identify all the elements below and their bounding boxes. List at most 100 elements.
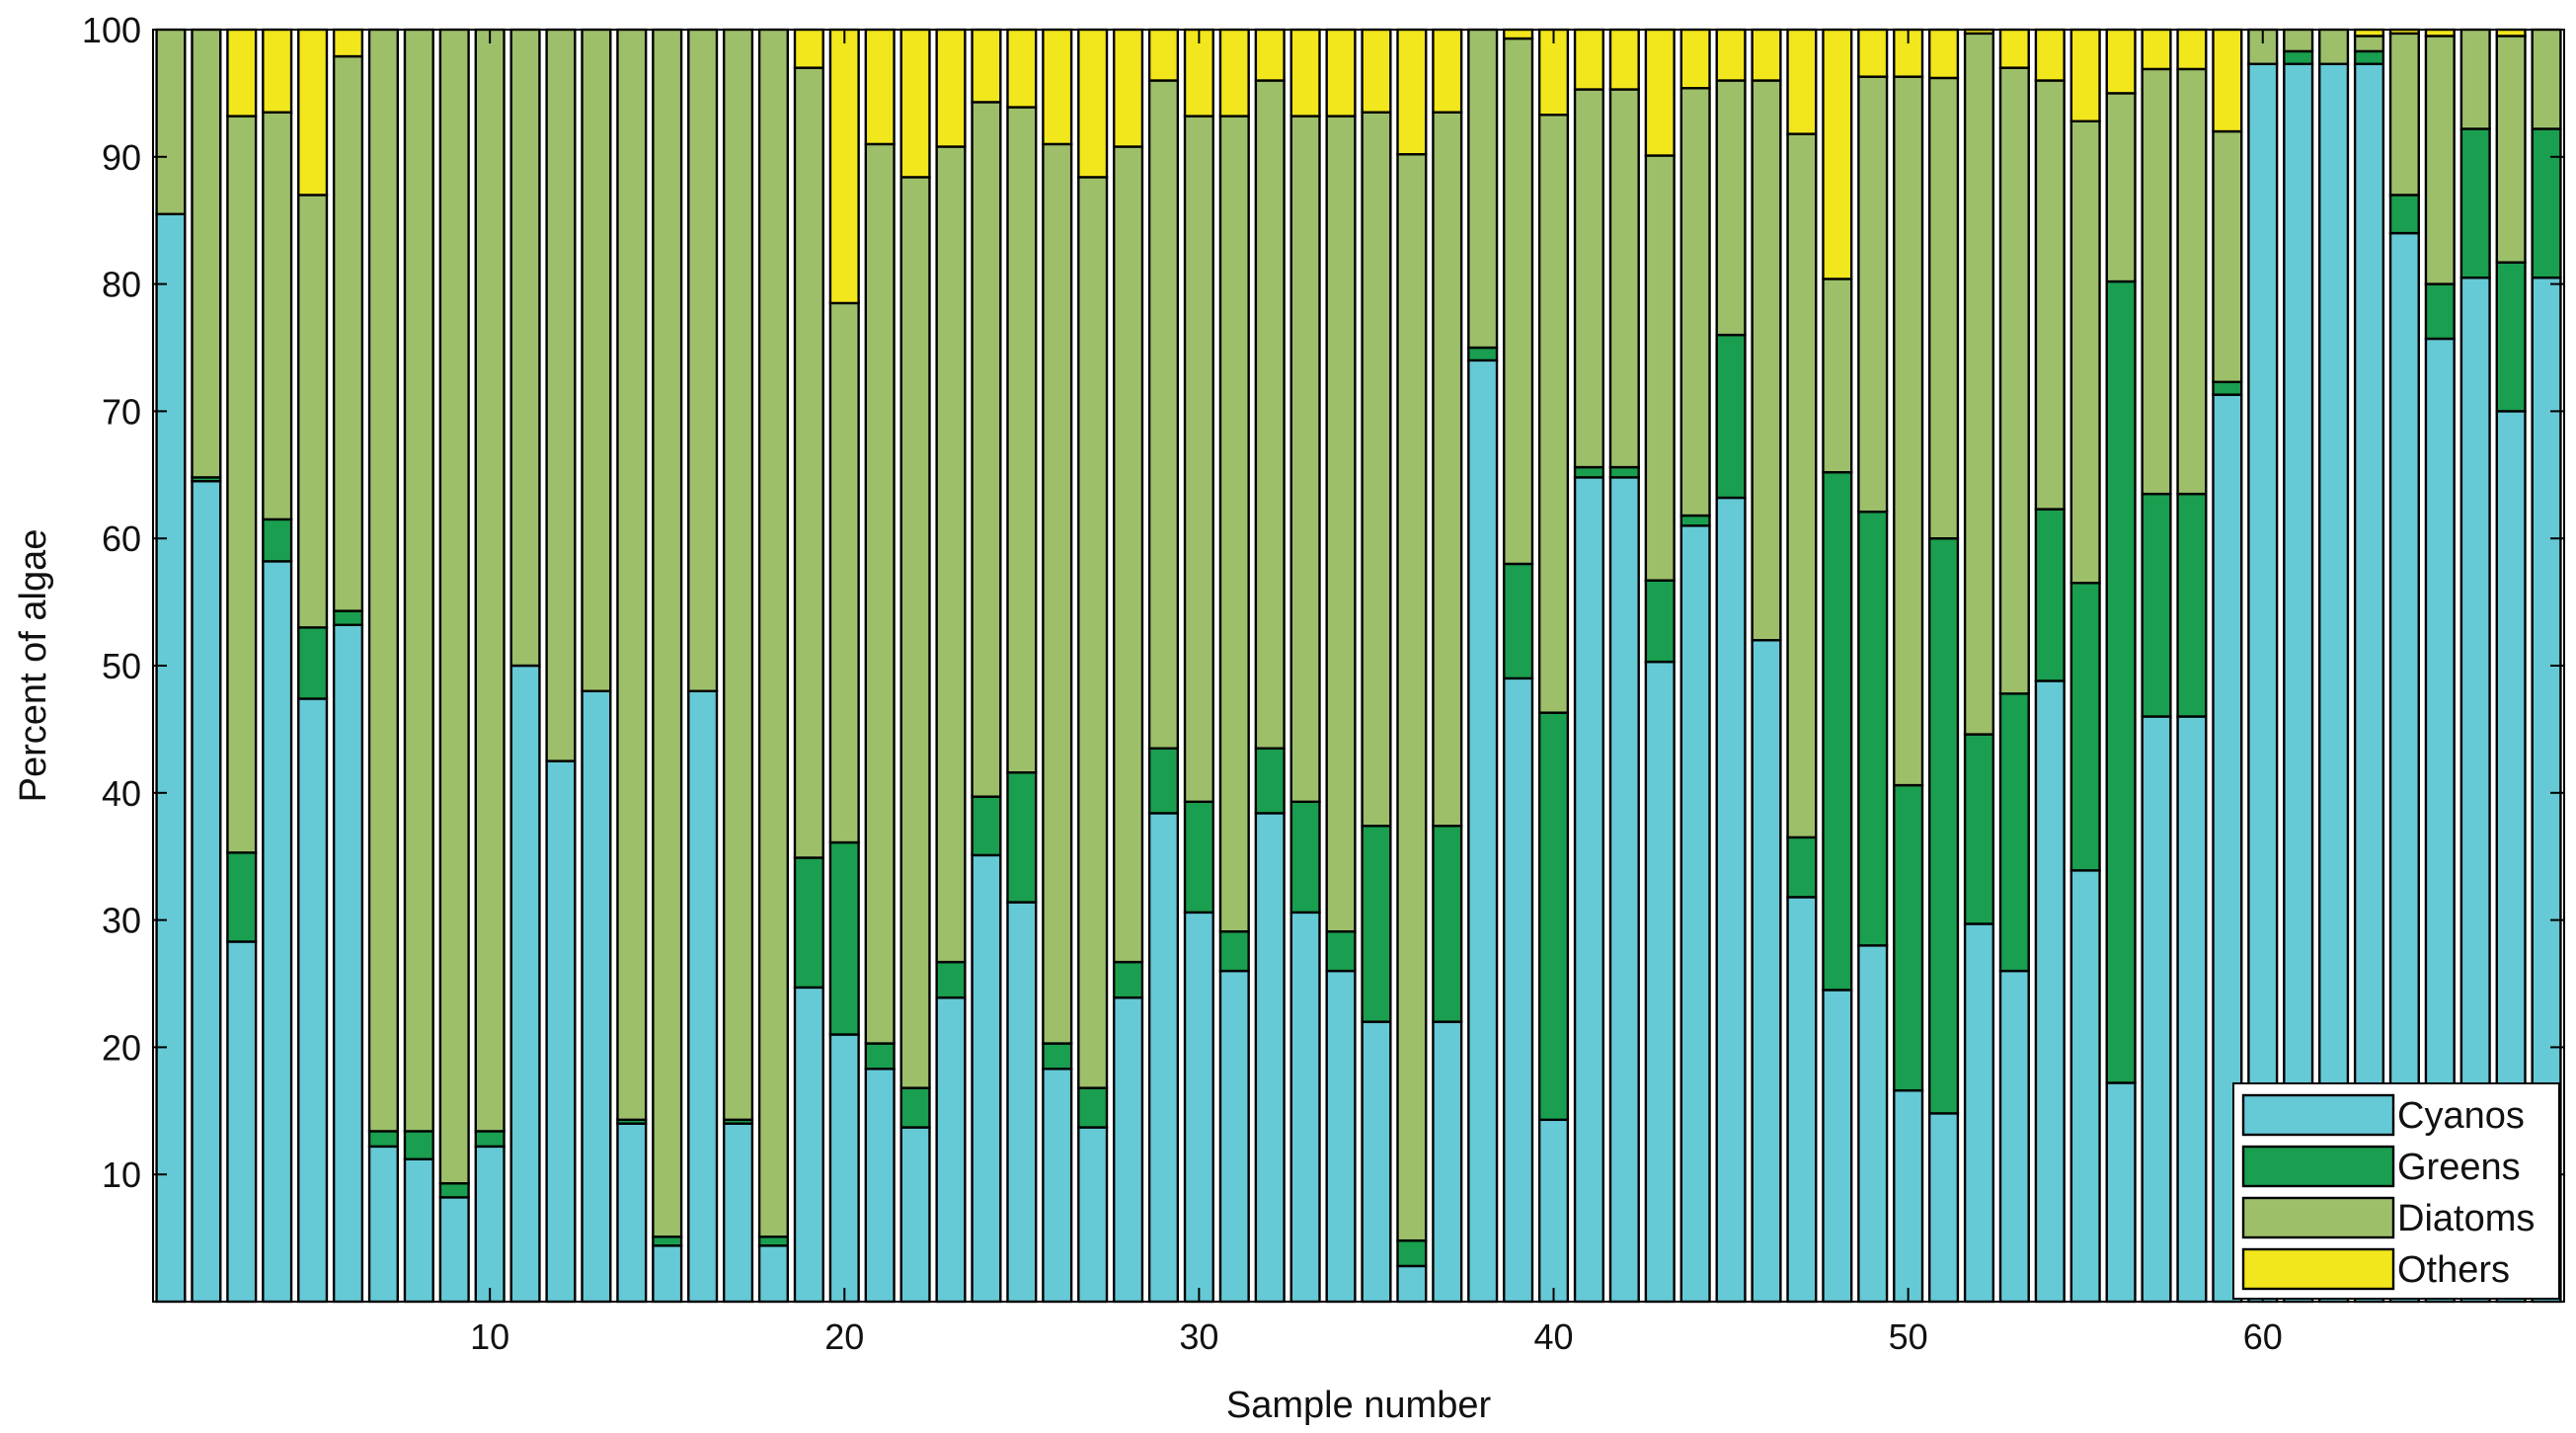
- bar-segment-others-sample-21: [864, 28, 896, 146]
- bar-segment-greens-sample-38: [1467, 346, 1499, 362]
- bar-segment-diatoms-sample-49: [1857, 75, 1889, 514]
- legend-label-others: Others: [2397, 1249, 2510, 1291]
- bar-segment-others-sample-42: [1608, 28, 1640, 91]
- bar-segment-greens-sample-53: [1998, 692, 2030, 973]
- bar-segment-others-sample-36: [1396, 28, 1428, 156]
- bar-segment-diatoms-sample-37: [1432, 111, 1463, 828]
- x-tick-label: 40: [1533, 1316, 1573, 1357]
- bar-segment-greens-sample-49: [1857, 510, 1889, 947]
- bar-segment-cyanos-sample-44: [1679, 524, 1711, 1304]
- bar-segment-diatoms-sample-4: [262, 111, 293, 521]
- bar-segment-diatoms-sample-10: [474, 28, 506, 1133]
- legend-swatch-greens: [2241, 1145, 2395, 1188]
- bar-segment-greens-sample-21: [864, 1042, 896, 1071]
- x-axis-label: Sample number: [1226, 1385, 1492, 1426]
- bar-segment-others-sample-59: [2212, 28, 2243, 133]
- bar-segment-greens-sample-57: [2141, 492, 2172, 718]
- bar-segment-cyanos-sample-50: [1893, 1088, 1924, 1304]
- bar-segment-diatoms-sample-62: [2318, 28, 2350, 65]
- bar-segment-cyanos-sample-28: [1113, 995, 1144, 1304]
- bar-segment-diatoms-sample-65: [2424, 35, 2456, 285]
- bar-segment-others-sample-5: [297, 28, 329, 197]
- bar-segment-diatoms-sample-64: [2388, 32, 2420, 197]
- bar-segment-greens-sample-18: [757, 1235, 790, 1247]
- bar-segment-diatoms-sample-43: [1644, 154, 1676, 582]
- bar-segment-diatoms-sample-53: [1998, 66, 2030, 695]
- bar-segment-diatoms-sample-35: [1361, 111, 1392, 828]
- bar-segment-cyanos-sample-31: [1218, 969, 1250, 1304]
- bar-segment-others-sample-29: [1147, 28, 1180, 82]
- bar-segment-others-sample-53: [1998, 28, 2030, 69]
- bar-segment-cyanos-sample-8: [403, 1157, 434, 1304]
- bar-segment-diatoms-sample-33: [1289, 115, 1321, 804]
- bar-segment-greens-sample-26: [1042, 1042, 1073, 1071]
- bar-segment-cyanos-sample-36: [1396, 1264, 1428, 1304]
- bar-segment-greens-sample-56: [2105, 279, 2137, 1084]
- bar-segment-greens-sample-34: [1325, 929, 1357, 973]
- bar-segment-cyanos-sample-23: [935, 995, 967, 1304]
- bar-segment-greens-sample-43: [1644, 579, 1676, 664]
- y-axis-label: Percent of algae: [13, 529, 54, 803]
- bar-segment-others-sample-28: [1113, 28, 1144, 148]
- bar-segment-others-sample-43: [1644, 28, 1676, 157]
- bar-segment-diatoms-sample-32: [1254, 79, 1286, 750]
- bar-segment-others-sample-55: [2069, 28, 2101, 122]
- bar-segment-greens-sample-32: [1254, 747, 1286, 815]
- bar-segment-cyanos-sample-56: [2105, 1081, 2137, 1304]
- bar-segment-diatoms-sample-26: [1042, 142, 1073, 1045]
- bar-segment-greens-sample-31: [1218, 929, 1250, 973]
- bar-segment-cyanos-sample-11: [509, 664, 541, 1304]
- bar-segment-greens-sample-54: [2034, 508, 2066, 682]
- bar-segment-greens-sample-65: [2424, 282, 2456, 341]
- y-tick-label: 20: [102, 1027, 141, 1068]
- bar-segment-cyanos-sample-7: [367, 1145, 399, 1304]
- legend-label-cyanos: Cyanos: [2397, 1095, 2525, 1137]
- bar-segment-greens-sample-39: [1503, 562, 1534, 680]
- bar-segment-others-sample-3: [226, 28, 258, 118]
- bar-segment-greens-sample-48: [1822, 471, 1853, 992]
- bar-segment-others-sample-56: [2105, 28, 2137, 95]
- bar-segment-cyanos-sample-51: [1927, 1112, 1960, 1304]
- legend-swatch-cyanos: [2241, 1093, 2395, 1137]
- y-tick-label: 30: [102, 901, 141, 941]
- bar-segment-diatoms-sample-15: [652, 28, 683, 1238]
- bar-segment-diatoms-sample-9: [438, 28, 470, 1185]
- bar-segment-cyanos-sample-55: [2069, 869, 2101, 1304]
- bar-segment-greens-sample-27: [1077, 1086, 1109, 1129]
- bar-segment-diatoms-sample-51: [1927, 76, 1960, 540]
- bar-segment-diatoms-sample-57: [2141, 67, 2172, 496]
- bar-segment-diatoms-sample-41: [1573, 88, 1604, 469]
- bar-segment-others-sample-45: [1715, 28, 1747, 82]
- bar-segment-greens-sample-52: [1963, 733, 1995, 925]
- bar-segment-greens-sample-47: [1786, 836, 1818, 899]
- bar-segment-greens-sample-33: [1289, 800, 1321, 915]
- bar-segment-diatoms-sample-31: [1218, 115, 1250, 933]
- bar-segment-greens-sample-30: [1183, 800, 1214, 915]
- bar-segment-greens-sample-5: [297, 626, 329, 700]
- bar-segment-cyanos-sample-33: [1289, 911, 1321, 1304]
- bar-segment-others-sample-46: [1751, 28, 1782, 82]
- bar-segment-others-sample-23: [935, 28, 967, 148]
- x-tick-label: 30: [1179, 1316, 1218, 1357]
- bar-segment-diatoms-sample-19: [793, 66, 824, 859]
- bar-segment-cyanos-sample-32: [1254, 812, 1286, 1304]
- x-tick-label: 60: [2243, 1316, 2283, 1357]
- y-tick-label: 90: [102, 137, 141, 178]
- bar-segment-greens-sample-58: [2176, 492, 2208, 718]
- bar-segment-cyanos-sample-18: [757, 1244, 790, 1304]
- bar-segment-diatoms-sample-52: [1963, 32, 1995, 736]
- bar-segment-cyanos-sample-5: [297, 697, 329, 1304]
- legend-label-diatoms: Diatoms: [2397, 1198, 2535, 1239]
- bar-segment-others-sample-51: [1927, 28, 1960, 80]
- bar-segment-greens-sample-61: [2283, 49, 2314, 65]
- bar-segment-cyanos-sample-10: [474, 1145, 506, 1304]
- bar-segment-diatoms-sample-12: [545, 28, 577, 762]
- bar-segment-others-sample-37: [1432, 28, 1463, 114]
- bar-segment-diatoms-sample-67: [2495, 35, 2527, 264]
- bar-segment-diatoms-sample-45: [1715, 79, 1747, 337]
- bar-segment-diatoms-sample-55: [2069, 119, 2101, 585]
- bar-segment-greens-sample-35: [1361, 825, 1392, 1023]
- bar-segment-cyanos-sample-19: [793, 986, 824, 1304]
- bar-segment-diatoms-sample-56: [2105, 92, 2137, 283]
